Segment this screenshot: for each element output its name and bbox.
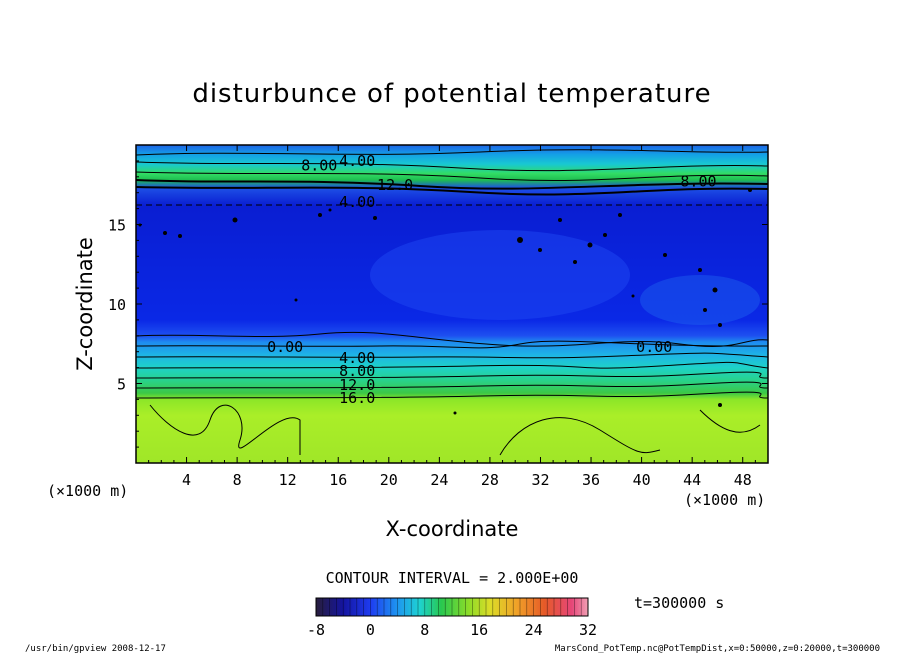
- colorbar: -8 0 8 16 24 32: [307, 597, 597, 639]
- field-blob-mid: [370, 230, 630, 320]
- y-axis: 5 10 15: [108, 160, 768, 448]
- x-unit-left: (×1000 m): [47, 482, 128, 500]
- colorbar-tick-label: -8: [307, 621, 325, 639]
- colorbar-stripes: [315, 598, 589, 616]
- time-label: t=300000 s: [634, 594, 724, 612]
- x-tick-label: 4: [182, 471, 191, 489]
- x-unit-right: (×1000 m): [684, 491, 765, 509]
- contour-label: 0.00: [636, 338, 672, 356]
- footer-left: /usr/bin/gpview 2008-12-17: [25, 644, 166, 654]
- x-tick-label: 20: [380, 471, 398, 489]
- colorbar-tick-label: 16: [470, 621, 488, 639]
- contour-label: 0.00: [267, 338, 303, 356]
- noise-markers: [138, 188, 752, 415]
- x-tick-label: 32: [531, 471, 549, 489]
- colorbar-ticks: -8 0 8 16 24 32: [307, 621, 597, 639]
- contour-label: 4.00: [339, 152, 375, 170]
- x-tick-label: 8: [233, 471, 242, 489]
- contour-label: 8.00: [339, 362, 375, 380]
- contour-label: 12.0: [377, 176, 413, 194]
- contour-label: 8.00: [301, 157, 337, 175]
- y-tick-label: 10: [108, 296, 126, 314]
- x-tick-label: 48: [734, 471, 752, 489]
- contour-label: 12.0: [339, 376, 375, 394]
- contour-label: 8.00: [680, 173, 716, 191]
- chart-title: disturbunce of potential temperature: [192, 79, 711, 109]
- x-tick-label: 16: [329, 471, 347, 489]
- field-blob-right: [640, 275, 760, 325]
- x-axis: 4 8 12 16 20 24 28 32 36 40 44 48: [148, 145, 756, 489]
- contour-lines: [136, 149, 768, 456]
- x-tick-label: 40: [633, 471, 651, 489]
- x-tick-label: 36: [582, 471, 600, 489]
- colorbar-frame: [315, 597, 589, 617]
- y-tick-label: 15: [108, 217, 126, 235]
- colorbar-tick-label: 0: [366, 621, 375, 639]
- colorbar-tick-label: 8: [420, 621, 429, 639]
- contour-label: 4.00: [339, 193, 375, 211]
- x-axis-label: X-coordinate: [386, 517, 519, 541]
- contour-label: 4.00: [339, 349, 375, 367]
- y-tick-label: 5: [117, 376, 126, 394]
- x-tick-label: 28: [481, 471, 499, 489]
- footer-right: MarsCond_PotTemp.nc@PotTempDist,x=0:5000…: [555, 644, 880, 654]
- contour-interval-label: CONTOUR INTERVAL = 2.000E+00: [326, 569, 579, 587]
- x-tick-label: 24: [430, 471, 448, 489]
- x-tick-label: 12: [279, 471, 297, 489]
- x-tick-label: 44: [683, 471, 701, 489]
- y-axis-label: Z-coordinate: [73, 237, 97, 371]
- colorbar-tick-label: 24: [525, 621, 543, 639]
- colorbar-tick-label: 32: [579, 621, 597, 639]
- contour-label: 16.0: [339, 389, 375, 407]
